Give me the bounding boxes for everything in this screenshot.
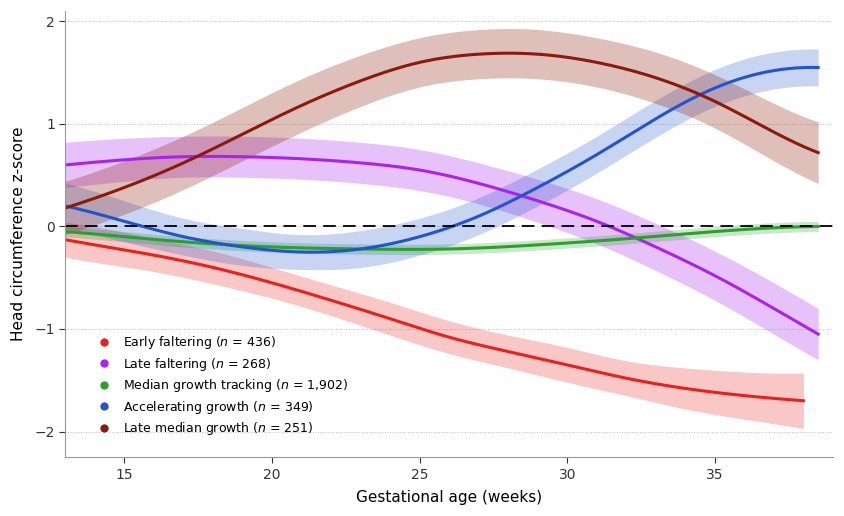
Median growth tracking ($n$ = 1,902) [536, 241, 546, 248]
Late median growth ($n$ = 251) [504, 50, 514, 56]
Line: Late median growth ($n$ = 251): Late median growth ($n$ = 251) [65, 53, 818, 208]
Line: Median growth tracking ($n$ = 1,902): Median growth tracking ($n$ = 1,902) [65, 227, 818, 249]
Median growth tracking ($n$ = 1,902) [406, 246, 416, 252]
Accelerating growth ($n$ = 349) [536, 183, 546, 189]
Median growth tracking ($n$ = 1,902) [151, 236, 161, 243]
Late faltering ($n$ = 268) [206, 153, 216, 159]
Line: Late faltering ($n$ = 268): Late faltering ($n$ = 268) [65, 156, 818, 334]
Line: Early faltering ($n$ = 436): Early faltering ($n$ = 436) [65, 240, 803, 401]
Late faltering ($n$ = 268) [151, 155, 161, 161]
Accelerating growth ($n$ = 349) [808, 64, 818, 71]
Early faltering ($n$ = 436) [525, 353, 535, 360]
Late faltering ($n$ = 268) [813, 331, 823, 337]
Early faltering ($n$ = 436) [593, 369, 603, 375]
Early faltering ($n$ = 436) [300, 289, 311, 296]
Median growth tracking ($n$ = 1,902) [60, 229, 70, 235]
Legend: Early faltering ($n$ = 436), Late faltering ($n$ = 268), Median growth tracking : Early faltering ($n$ = 436), Late falter… [87, 330, 354, 442]
Late median growth ($n$ = 251) [536, 51, 546, 57]
Early faltering ($n$ = 436) [353, 305, 363, 312]
Early faltering ($n$ = 436) [597, 370, 607, 376]
Median growth tracking ($n$ = 1,902) [813, 223, 823, 230]
Accelerating growth ($n$ = 349) [60, 203, 70, 209]
Median growth tracking ($n$ = 1,902) [609, 236, 619, 243]
Early faltering ($n$ = 436) [149, 252, 160, 259]
Line: Accelerating growth ($n$ = 349): Accelerating growth ($n$ = 349) [65, 68, 818, 252]
Late faltering ($n$ = 268) [605, 224, 615, 230]
Late faltering ($n$ = 268) [536, 199, 546, 205]
Median growth tracking ($n$ = 1,902) [605, 237, 615, 243]
Late faltering ($n$ = 268) [360, 160, 371, 166]
Median growth tracking ($n$ = 1,902) [359, 246, 369, 252]
Late faltering ($n$ = 268) [307, 156, 317, 163]
Late median growth ($n$ = 251) [609, 63, 619, 69]
X-axis label: Gestational age (weeks): Gestational age (weeks) [356, 490, 542, 505]
Late median growth ($n$ = 251) [359, 77, 369, 83]
Y-axis label: Head circumference z-score: Head circumference z-score [11, 127, 26, 342]
Median growth tracking ($n$ = 1,902) [306, 245, 316, 251]
Accelerating growth ($n$ = 349) [605, 143, 615, 150]
Accelerating growth ($n$ = 349) [609, 141, 619, 147]
Late faltering ($n$ = 268) [60, 162, 70, 168]
Early faltering ($n$ = 436) [60, 237, 70, 243]
Late median growth ($n$ = 251) [60, 205, 70, 211]
Late median growth ($n$ = 251) [151, 172, 161, 178]
Early faltering ($n$ = 436) [798, 398, 809, 404]
Late faltering ($n$ = 268) [609, 225, 619, 232]
Accelerating growth ($n$ = 349) [307, 249, 317, 255]
Late median growth ($n$ = 251) [813, 150, 823, 156]
Accelerating growth ($n$ = 349) [151, 227, 161, 233]
Accelerating growth ($n$ = 349) [360, 245, 371, 251]
Late median growth ($n$ = 251) [605, 62, 615, 69]
Accelerating growth ($n$ = 349) [813, 64, 823, 71]
Late median growth ($n$ = 251) [306, 98, 316, 104]
Accelerating growth ($n$ = 349) [306, 249, 316, 255]
